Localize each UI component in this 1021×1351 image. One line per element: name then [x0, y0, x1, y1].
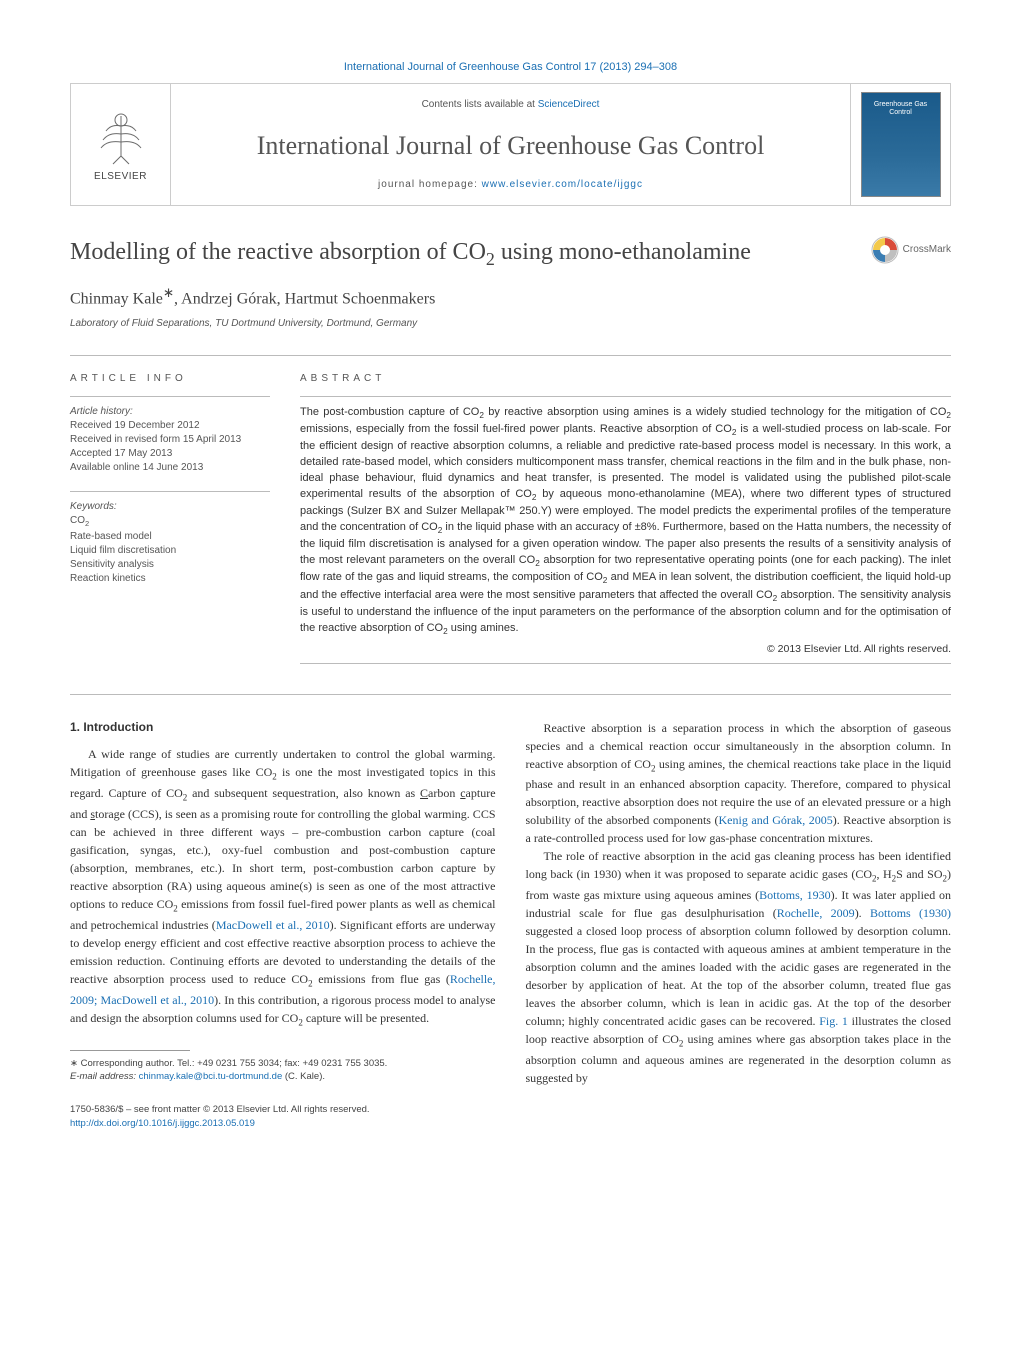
- keywords-block: Keywords: CO2 Rate-based model Liquid fi…: [70, 500, 270, 586]
- keyword: CO2: [70, 514, 270, 530]
- title-row: Modelling of the reactive absorption of …: [70, 236, 951, 272]
- article-title: Modelling of the reactive absorption of …: [70, 236, 871, 272]
- divider: [300, 396, 951, 397]
- affiliation: Laboratory of Fluid Separations, TU Dort…: [70, 317, 951, 331]
- journal-homepage-line: journal homepage: www.elsevier.com/locat…: [378, 178, 643, 192]
- crossmark-label: CrossMark: [903, 243, 951, 257]
- corresponding-author-footnote: ∗ Corresponding author. Tel.: +49 0231 7…: [70, 1057, 496, 1084]
- history-label: Article history:: [70, 405, 270, 419]
- top-citation: International Journal of Greenhouse Gas …: [70, 60, 951, 75]
- abstract-copyright: © 2013 Elsevier Ltd. All rights reserved…: [300, 642, 951, 657]
- divider: [70, 491, 270, 492]
- elsevier-tree-icon: [91, 106, 151, 166]
- intro-paragraph: The role of reactive absorption in the a…: [526, 847, 952, 1087]
- sciencedirect-link[interactable]: ScienceDirect: [538, 99, 600, 110]
- keyword: Sensitivity analysis: [70, 558, 270, 572]
- divider: [70, 355, 951, 356]
- divider: [300, 663, 951, 664]
- publisher-cell: ELSEVIER: [71, 84, 171, 205]
- email-label: E-mail address:: [70, 1071, 136, 1082]
- keyword: Reaction kinetics: [70, 572, 270, 586]
- journal-title: International Journal of Greenhouse Gas …: [257, 128, 765, 164]
- page: International Journal of Greenhouse Gas …: [0, 0, 1021, 1170]
- abstract-text: The post-combustion capture of CO2 by re…: [300, 405, 951, 638]
- body-col-right: Reactive absorption is a separation proc…: [526, 719, 952, 1130]
- keywords-label: Keywords:: [70, 500, 270, 514]
- keyword: Liquid film discretisation: [70, 544, 270, 558]
- cover-title: Greenhouse Gas Control: [862, 101, 940, 116]
- body-col-left: 1. Introduction A wide range of studies …: [70, 719, 496, 1130]
- email-suffix: (C. Kale).: [282, 1071, 325, 1082]
- article-info-label: ARTICLE INFO: [70, 372, 270, 386]
- contents-prefix: Contents lists available at: [422, 99, 538, 110]
- abstract-label: ABSTRACT: [300, 372, 951, 386]
- email-link[interactable]: chinmay.kale@bci.tu-dortmund.de: [139, 1071, 283, 1082]
- intro-paragraph: A wide range of studies are currently un…: [70, 745, 496, 1029]
- divider: [70, 694, 951, 695]
- contents-available-line: Contents lists available at ScienceDirec…: [422, 98, 600, 112]
- header-center: Contents lists available at ScienceDirec…: [171, 84, 850, 205]
- intro-paragraph: Reactive absorption is a separation proc…: [526, 719, 952, 848]
- doi-link[interactable]: http://dx.doi.org/10.1016/j.ijggc.2013.0…: [70, 1118, 255, 1129]
- history-line: Received 19 December 2012: [70, 419, 270, 433]
- journal-homepage-link[interactable]: www.elsevier.com/locate/ijggc: [482, 179, 643, 190]
- bottom-meta: 1750-5836/$ – see front matter © 2013 El…: [70, 1103, 496, 1130]
- history-line: Accepted 17 May 2013: [70, 447, 270, 461]
- meta-abstract-row: ARTICLE INFO Article history: Received 1…: [70, 372, 951, 663]
- corr-author-line: ∗ Corresponding author. Tel.: +49 0231 7…: [70, 1057, 496, 1070]
- keyword: Rate-based model: [70, 530, 270, 544]
- homepage-prefix: journal homepage:: [378, 179, 482, 190]
- journal-cover-thumbnail: Greenhouse Gas Control: [861, 92, 941, 197]
- crossmark-badge[interactable]: CrossMark: [871, 236, 951, 264]
- email-line: E-mail address: chinmay.kale@bci.tu-dort…: [70, 1070, 496, 1083]
- issn-line: 1750-5836/$ – see front matter © 2013 El…: [70, 1103, 496, 1116]
- publisher-label: ELSEVIER: [94, 170, 147, 184]
- history-line: Received in revised form 15 April 2013: [70, 433, 270, 447]
- body-columns: 1. Introduction A wide range of studies …: [70, 719, 951, 1130]
- history-line: Available online 14 June 2013: [70, 461, 270, 475]
- article-history-block: Article history: Received 19 December 20…: [70, 405, 270, 475]
- footnote-separator: [70, 1050, 190, 1051]
- authors-line: Chinmay Kale∗, Andrzej Górak, Hartmut Sc…: [70, 284, 951, 311]
- cover-cell: Greenhouse Gas Control: [850, 84, 950, 205]
- divider: [70, 396, 270, 397]
- article-info-column: ARTICLE INFO Article history: Received 1…: [70, 372, 270, 663]
- abstract-column: ABSTRACT The post-combustion capture of …: [300, 372, 951, 663]
- journal-header: ELSEVIER Contents lists available at Sci…: [70, 83, 951, 206]
- crossmark-icon: [871, 236, 899, 264]
- intro-heading: 1. Introduction: [70, 719, 496, 736]
